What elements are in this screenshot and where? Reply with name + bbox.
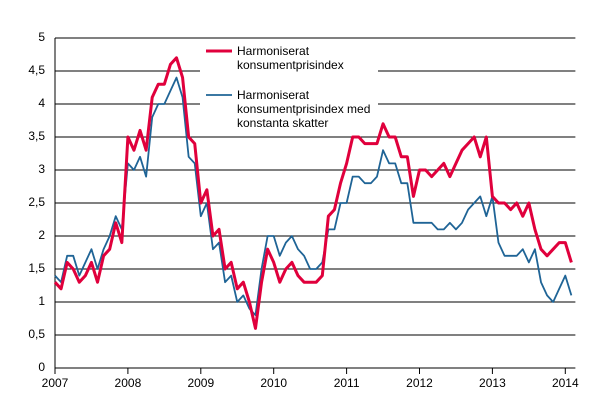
y-tick-label: 2,5 bbox=[28, 195, 45, 209]
y-tick-label: 0,5 bbox=[28, 327, 45, 341]
x-tick-label: 2009 bbox=[187, 376, 214, 390]
y-tick-label: 1 bbox=[38, 294, 45, 308]
legend-label: Harmoniserat konsumentprisindex bbox=[237, 44, 371, 72]
x-tick-label: 2010 bbox=[260, 376, 287, 390]
x-tick-label: 2012 bbox=[406, 376, 433, 390]
x-tick-label: 2014 bbox=[552, 376, 579, 390]
y-tick-label: 3,5 bbox=[28, 129, 45, 143]
series-line bbox=[54, 76, 573, 317]
y-tick-label: 4,5 bbox=[28, 63, 45, 77]
y-tick-label: 2 bbox=[38, 228, 45, 242]
x-tick-label: 2013 bbox=[479, 376, 506, 390]
x-tick-label: 2007 bbox=[42, 376, 69, 390]
y-tick-label: 5 bbox=[38, 30, 45, 44]
legend-label: Harmoniserat konsumentprisindex med kons… bbox=[237, 88, 371, 130]
y-tick-label: 4 bbox=[38, 96, 45, 110]
x-tick-label: 2008 bbox=[115, 376, 142, 390]
y-tick-label: 1,5 bbox=[28, 261, 45, 275]
x-tick-label: 2011 bbox=[334, 376, 360, 390]
y-tick-label: 3 bbox=[38, 162, 45, 176]
series-line bbox=[53, 56, 573, 330]
y-tick-label: 0 bbox=[38, 360, 45, 374]
